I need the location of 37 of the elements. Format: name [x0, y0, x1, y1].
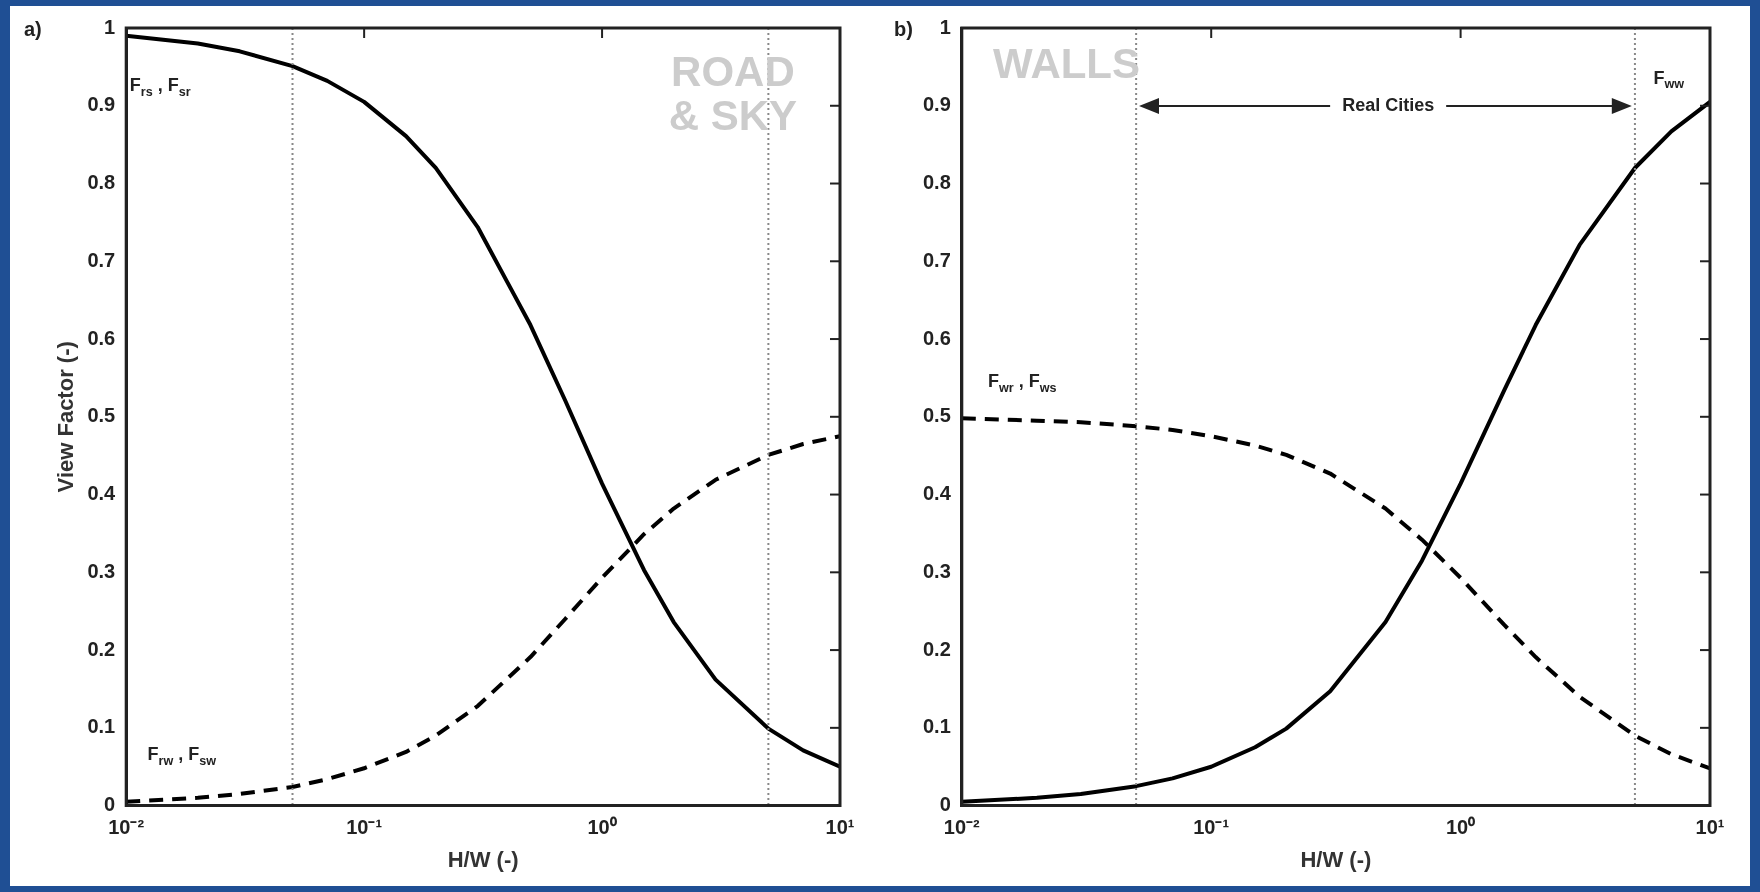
y-tick-label: 1	[939, 15, 951, 38]
chart-title: b)	[894, 17, 913, 40]
y-tick-label: 0.8	[922, 171, 951, 194]
y-tick-label: 0.5	[922, 404, 951, 427]
x-tick-label: 10⁰	[1445, 816, 1476, 839]
y-tick-label: 0.6	[922, 326, 951, 349]
y-tick-label: 0.2	[87, 637, 116, 660]
y-tick-label: 0.6	[87, 326, 116, 349]
y-tick-label: 0.7	[87, 248, 116, 271]
x-tick-label: 10⁻¹	[346, 816, 383, 839]
x-axis-title: H/W (-)	[1300, 846, 1372, 872]
x-axis-title: H/W (-)	[447, 846, 519, 872]
chart-title: a)	[24, 17, 42, 40]
y-tick-label: 0.1	[922, 715, 951, 738]
y-tick-label: 0.3	[87, 559, 116, 582]
annotation: Real Cities	[1342, 94, 1435, 115]
x-tick-label: 10⁻¹	[1193, 816, 1230, 839]
x-tick-label: 10¹	[825, 816, 855, 839]
y-tick-label: 0.3	[922, 559, 951, 582]
x-tick-label: 10⁻²	[108, 816, 145, 839]
y-tick-label: 0.7	[922, 248, 951, 271]
y-tick-label: 0.4	[87, 482, 117, 505]
y-tick-label: 0.9	[922, 93, 951, 116]
y-tick-label: 0.2	[922, 637, 951, 660]
y-tick-label: 0	[104, 793, 116, 816]
y-tick-label: 0.8	[87, 171, 116, 194]
x-tick-label: 10⁰	[587, 816, 617, 839]
y-tick-label: 1	[104, 15, 116, 38]
annotation: WALLS	[993, 40, 1141, 88]
y-tick-label: 0.1	[87, 715, 116, 738]
y-tick-label: 0.5	[87, 404, 116, 427]
x-tick-label: 10¹	[1695, 816, 1725, 839]
y-tick-label: 0	[939, 793, 951, 816]
y-axis-title: View Factor (-)	[53, 341, 79, 493]
x-tick-label: 10⁻²	[943, 816, 981, 839]
y-tick-label: 0.4	[922, 482, 952, 505]
y-tick-label: 0.9	[87, 93, 116, 116]
